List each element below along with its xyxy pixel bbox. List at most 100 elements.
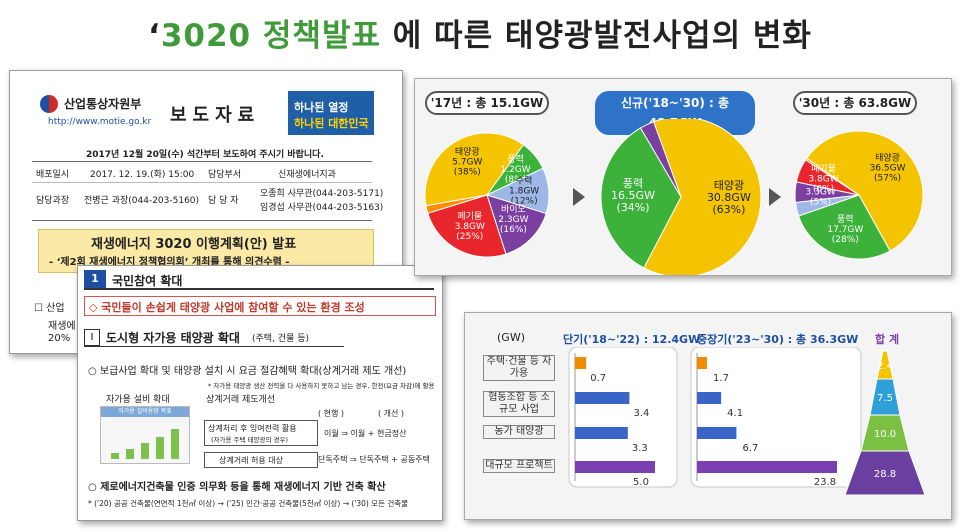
pie-2017-value-1: 1.2GW <box>500 165 530 175</box>
pie-2030-slice-5 <box>804 157 860 196</box>
pie-2030-value-0: 36.5GW <box>870 163 906 173</box>
short-value-2: 3.3 <box>632 443 648 454</box>
ministry-url[interactable]: http://www.motie.go.kr <box>48 117 152 127</box>
mid-title: 중장기('23~'30) : 총 36.3GW <box>697 333 859 346</box>
pie-2030-pct-4: (6%) <box>813 184 834 194</box>
pie-2017-slice-0 <box>424 132 525 207</box>
pie-2017-slice-4 <box>427 194 507 258</box>
ministry-logo-icon <box>40 95 58 113</box>
mini-bars <box>111 429 179 459</box>
ministry-name: 산업통상자원부 <box>64 97 142 111</box>
pie-2017-pct-4: (25%) <box>456 232 483 242</box>
pie-title-2030: '30년 : 총 63.8GW <box>793 91 917 115</box>
pie-2017-value-3: 2.3GW <box>498 215 528 225</box>
note-1: * 자가용 태양광 생산 전력을 다 사용하지 못하고 남는 경우, 한전(요금… <box>208 382 435 390</box>
total-value-1: 7.5 <box>877 393 893 404</box>
pie-2030-value-1: 17.7GW <box>827 225 863 235</box>
short-value-3: 5.0 <box>633 477 649 488</box>
cat-1: 주택·건물 등 자가용 <box>483 355 555 381</box>
total-title: 합 계 <box>875 333 900 346</box>
slogan-banner: 하나된 열정 하나된 대한민국 <box>288 91 374 135</box>
mid-bar-0 <box>697 357 707 369</box>
pie-2017-label-4: 폐기물 <box>457 210 482 222</box>
mid-value-1: 4.1 <box>727 408 743 419</box>
section-title: 국민참여 확대 <box>112 274 183 288</box>
press-heading: 보도자료 <box>170 105 261 126</box>
section-number: 1 <box>84 270 106 288</box>
mid-value-3: 23.8 <box>814 477 836 488</box>
pie-2017-label-3: 바이오 <box>501 204 526 215</box>
box-target: 상계거래 허용 대상 <box>204 452 318 468</box>
pie-new-label-0: 태양광 <box>714 179 744 192</box>
mid-bar-1 <box>697 392 722 404</box>
short-panel <box>568 347 678 488</box>
total-tier-3 <box>844 450 926 496</box>
subsection-header: Ⅰ 도시형 자가용 태양광 확대 (주택, 건물 등) <box>84 328 344 347</box>
mini-bar-0 <box>111 453 119 459</box>
policy-detail-doc: 1 국민참여 확대 ◇ 국민들이 손쉽게 태양광 사업에 참여할 수 있는 환경… <box>77 265 443 521</box>
bar-charts-panel: (GW) 단기('18~'22) : 12.4GW 중장기('23~'30) :… <box>464 312 952 520</box>
pie-2030-label-1: 풍력 <box>837 213 854 225</box>
arrow-icon <box>769 188 781 206</box>
embargo-notice: 2017년 12월 20일(수) 석간부터 보도하여 주시기 바랍니다. <box>86 150 324 160</box>
pie-2030-pct-1: (28%) <box>832 235 859 245</box>
pie-2017-pct-2: (12%) <box>511 196 538 206</box>
pie-new-label-1: 풍력 <box>623 177 643 190</box>
pie-2030-label-0: 태양광 <box>875 151 900 163</box>
bullet-2: ○ 제로에너지건축물 인증 의무화 등을 통해 재생에너지 기반 건축 확산 <box>88 482 386 493</box>
pie-title-2017: '17년 : 총 15.1GW <box>425 91 549 115</box>
pie-2017-label-1: 풍력 <box>507 153 524 165</box>
short-value-0: 0.7 <box>590 373 606 384</box>
pie-2017-slice-3 <box>486 194 547 255</box>
pie-2017-slice-5 <box>425 194 488 214</box>
pie-new-slice-0 <box>643 119 762 275</box>
pie-2017-value-0: 5.7GW <box>452 157 482 167</box>
bar-charts: 0.7 3.4 3.3 5.0 1.7 4.1 6.7 23.8 2.4 7.5 10.0 28.8 <box>568 347 926 496</box>
pie-new-pct-1: (34%) <box>616 201 649 214</box>
bullet-1: ○ 보급사업 확대 및 태양광 설치 시 요금 절감혜택 확대(상계거래 제도 … <box>88 366 407 377</box>
section-header: 1 국민참여 확대 <box>84 270 434 290</box>
pie-2017-pct-3: (16%) <box>500 225 527 235</box>
short-bar-2 <box>575 427 628 439</box>
pie-2030-value-3: 3.3GW <box>806 187 836 197</box>
pie-2017-pct-0: (38%) <box>454 167 481 177</box>
pie-2017-pct-1: (8%) <box>505 175 526 185</box>
pie-new-value-0: 30.8GW <box>707 191 751 204</box>
mid-bar-3 <box>697 461 837 473</box>
pie-charts: 태양광5.7GW(38%)풍력1.2GW(8%)수력1.8GW(12%)바이오2… <box>424 119 924 275</box>
pie-2017-label-0: 태양광 <box>455 145 480 157</box>
pie-new-value-1: 16.5GW <box>611 189 655 202</box>
mid-value-2: 6.7 <box>742 443 758 454</box>
short-bar-0 <box>575 357 587 369</box>
title-highlight: 3020 정책발표 <box>160 18 381 54</box>
pie-charts-panel: '17년 : 총 15.1GW 신규('18~'30) : 총 48.7GW '… <box>414 78 952 276</box>
box-surplus: 상계처리 후 잉여전력 활용 (자가용 주택 태양광의 경우) <box>204 420 318 446</box>
arrow-icon <box>573 188 585 206</box>
mid-panel <box>690 347 862 488</box>
cat-4: 대규모 프로젝트 <box>483 459 555 473</box>
pie-2017-value-2: 1.8GW <box>509 186 539 196</box>
short-value-1: 3.4 <box>633 408 649 419</box>
page-title: ‘3020 정책발표 에 따른 태양광발전사업의 변화 <box>148 18 812 54</box>
cat-3: 농가 태양광 <box>483 425 555 439</box>
mid-bar-2 <box>697 427 737 439</box>
pie-2030-value-4: 3.8GW <box>808 174 838 184</box>
mini-bar-3 <box>156 437 164 459</box>
pie-2030-slice-0 <box>805 130 924 252</box>
pie-2030-pct-3: (5%) <box>810 197 831 207</box>
mini-bar-4 <box>171 429 179 459</box>
total-value-0: 2.4 <box>877 361 893 372</box>
pie-2017-label-2: 수력 <box>516 174 533 186</box>
total-value-3: 28.8 <box>874 469 896 480</box>
goal-box: ◇ 국민들이 손쉽게 태양광 사업에 참여할 수 있는 환경 조성 <box>84 296 436 316</box>
pie-new-slice-2 <box>639 121 682 198</box>
cat-2: 협동조합 등 소규모 사업 <box>483 391 555 417</box>
short-title: 단기('18~'22) : 12.4GW <box>563 333 701 346</box>
mini-bar-2 <box>141 443 149 459</box>
pie-2030-pct-0: (57%) <box>874 173 901 183</box>
pie-2017-value-4: 3.8GW <box>455 222 485 232</box>
total-value-2: 10.0 <box>874 429 896 440</box>
mini-bar-1 <box>126 449 134 459</box>
mini-bar-chart: 자가용 설비용량 목표 <box>100 406 190 464</box>
pie-new-pct-0: (63%) <box>712 203 745 216</box>
